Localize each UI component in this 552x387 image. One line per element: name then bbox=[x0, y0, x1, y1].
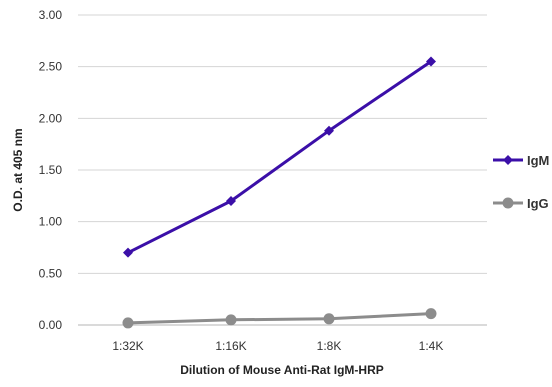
data-point-igm bbox=[426, 56, 436, 67]
y-tick-label: 3.00 bbox=[39, 8, 63, 22]
data-point-igg bbox=[122, 317, 134, 329]
data-point-igm bbox=[226, 196, 236, 206]
x-tick-label: 1:32K bbox=[112, 339, 143, 353]
x-tick-label: 1:4K bbox=[419, 339, 444, 353]
y-axis-title: O.D. at 405 nm bbox=[11, 128, 25, 211]
x-axis-title: Dilution of Mouse Anti-Rat IgM-HRP bbox=[180, 363, 384, 377]
legend-label-igm: IgM bbox=[527, 153, 549, 168]
x-tick-label: 1:8K bbox=[317, 339, 342, 353]
x-tick-label: 1:16K bbox=[215, 339, 246, 353]
data-point-igg bbox=[323, 313, 335, 325]
y-tick-label: 0.50 bbox=[39, 266, 63, 280]
y-axis-ticks: 0.00 0.50 1.00 1.50 2.00 2.50 3.00 bbox=[39, 8, 63, 332]
series-line-igm bbox=[127, 60, 432, 255]
y-tick-label: 1.50 bbox=[39, 163, 63, 177]
legend-label-igg: IgG bbox=[527, 196, 549, 211]
y-tick-label: 0.00 bbox=[39, 318, 63, 332]
grid-lines bbox=[78, 14, 487, 274]
data-point-igg bbox=[425, 308, 437, 320]
y-tick-label: 2.50 bbox=[39, 60, 63, 74]
series-line-igg bbox=[127, 312, 432, 325]
y-tick-label: 2.00 bbox=[39, 111, 63, 125]
series-group bbox=[122, 56, 437, 329]
legend-marker-igg bbox=[502, 197, 514, 209]
y-tick-label: 1.00 bbox=[39, 215, 63, 229]
legend: IgM IgG bbox=[493, 153, 549, 211]
legend-marker-igm bbox=[503, 155, 513, 165]
data-point-igg bbox=[225, 314, 237, 326]
data-point-igm bbox=[324, 125, 334, 136]
x-axis-ticks: 1:32K 1:16K 1:8K 1:4K bbox=[112, 339, 443, 353]
data-point-igm bbox=[123, 247, 133, 258]
